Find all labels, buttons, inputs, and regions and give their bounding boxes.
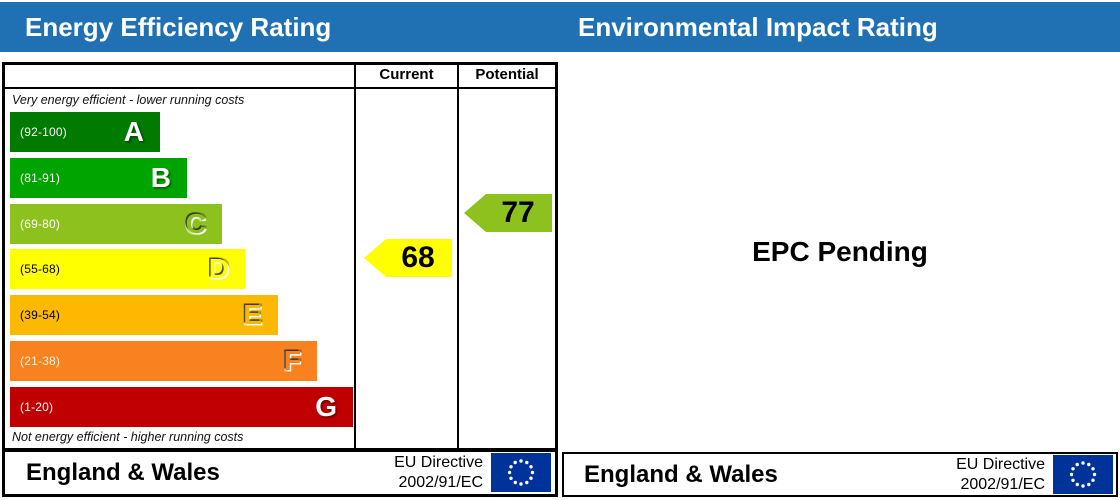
band-letter: E (243, 299, 262, 330)
eu-flag-field (1053, 455, 1113, 494)
environmental-panel: EPC Pending (562, 52, 1118, 452)
header-row-divider (2, 87, 558, 89)
band-range-label: (1-20) (20, 400, 54, 414)
eu-directive-label: EU Directive 2002/91/EC (956, 455, 1045, 493)
energy-efficiency-title: Energy Efficiency Rating (25, 12, 332, 42)
current-column-header: Current (379, 66, 434, 83)
band-letter: G (315, 391, 337, 422)
potential-column-header: Potential (475, 66, 539, 83)
right-footer: England & Wales EU Directive 2002/91/EC (562, 452, 1118, 497)
band-letter: B (150, 162, 171, 193)
column-divider-current (354, 62, 356, 448)
header-bar: Energy Efficiency Rating Environmental I… (0, 2, 1120, 52)
footer-row-divider (2, 448, 558, 452)
potential-rating-value: 77 (501, 196, 535, 229)
column-divider-potential (457, 62, 459, 448)
eu-directive-line2: 2002/91/EC (960, 475, 1045, 493)
band-range-label: (92-100) (20, 125, 67, 139)
rating-band-c: (69-80) C (10, 204, 222, 244)
rating-band-g: (1-20) G (10, 387, 353, 427)
eu-directive-label: EU Directive 2002/91/EC (394, 453, 483, 491)
eu-flag-icon (491, 453, 551, 492)
band-letter: F (283, 345, 301, 376)
rating-band-b: (81-91) B (10, 158, 187, 198)
band-range-label: (81-91) (20, 171, 61, 185)
environmental-impact-title: Environmental Impact Rating (578, 12, 938, 42)
rating-band-f: (21-38) F (10, 341, 317, 381)
band-range-label: (55-68) (20, 262, 61, 276)
eu-directive-line1: EU Directive (956, 456, 1045, 474)
rating-band-d: (55-68) D (10, 249, 245, 289)
eu-directive-line2: 2002/91/EC (398, 473, 483, 491)
band-letter: D (208, 253, 229, 284)
region-label: England & Wales (26, 458, 220, 486)
rating-bands: (92-100) A (81-91) B (69-80) C (55-68) D (39-54)… (10, 112, 355, 432)
eu-flag-field (491, 453, 551, 492)
band-letter: C (185, 208, 206, 239)
top-note: Very energy efficient - lower running co… (12, 93, 245, 107)
band-letter: A (123, 116, 144, 147)
band-range-label: (69-80) (20, 217, 61, 231)
band-range-label: (39-54) (20, 308, 61, 322)
band-range-label: (21-38) (20, 354, 61, 368)
eu-directive-line1: EU Directive (394, 454, 483, 472)
rating-band-a: (92-100) A (10, 112, 160, 152)
rating-band-e: (39-54) E (10, 295, 278, 335)
bottom-note: Not energy efficient - higher running co… (12, 430, 244, 444)
eu-flag-icon (1053, 455, 1113, 494)
left-footer: England & Wales EU Directive 2002/91/EC (6, 451, 554, 494)
current-rating-value: 68 (401, 241, 435, 274)
region-label: England & Wales (584, 460, 778, 488)
epc-pending-message: EPC Pending (752, 236, 928, 267)
